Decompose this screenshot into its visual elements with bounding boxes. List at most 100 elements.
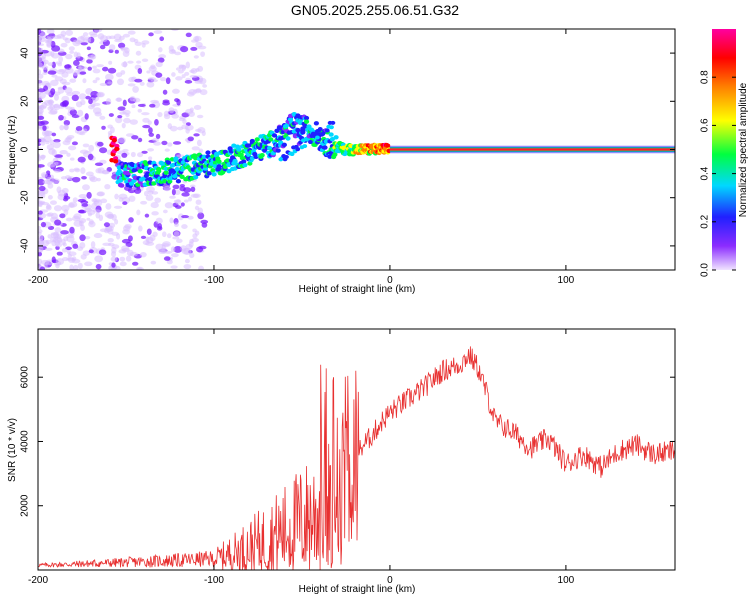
- noise-blob: [98, 249, 107, 256]
- ridge-branch-point: [317, 127, 323, 132]
- noise-blob: [65, 217, 73, 222]
- ridge-point: [278, 140, 284, 145]
- noise-blob: [79, 242, 86, 249]
- noise-blob: [107, 238, 114, 243]
- noise-blob: [77, 156, 86, 163]
- noise-blob: [171, 188, 176, 196]
- noise-blob: [100, 198, 108, 204]
- ridge-point: [241, 159, 247, 164]
- ridge-point: [210, 168, 216, 173]
- noise-blob: [175, 76, 183, 81]
- noise-blob: [38, 210, 43, 215]
- noise-blob: [134, 41, 142, 47]
- noise-blob: [131, 104, 136, 109]
- noise-blob: [189, 184, 196, 188]
- noise-blob: [92, 65, 97, 69]
- ridge-point: [114, 146, 120, 152]
- ridge-branch-point: [289, 152, 295, 157]
- ridge-branch-point: [302, 144, 308, 149]
- noise-blob: [141, 42, 146, 48]
- noise-blob: [118, 137, 126, 144]
- noise-blob: [62, 100, 70, 106]
- noise-blob: [190, 46, 198, 51]
- noise-blob: [193, 55, 199, 59]
- noise-blob: [148, 156, 153, 161]
- spectrogram-y-tick-label: -40: [20, 238, 31, 253]
- noise-blob: [61, 71, 69, 78]
- ridge-point: [173, 156, 179, 161]
- noise-blob: [88, 249, 94, 254]
- noise-blob: [69, 264, 74, 270]
- snr-x-tick-label: -100: [204, 575, 224, 586]
- noise-blob: [148, 132, 155, 137]
- noise-blob: [158, 54, 167, 59]
- noise-blob: [94, 162, 104, 167]
- ridge-point: [259, 152, 265, 158]
- noise-blob: [53, 94, 60, 101]
- noise-blob: [38, 231, 42, 235]
- noise-blob: [46, 203, 51, 210]
- noise-blob: [187, 136, 194, 142]
- noise-blob: [173, 245, 183, 253]
- noise-blob: [151, 211, 159, 216]
- noise-blob: [192, 193, 201, 199]
- noise-blob: [53, 205, 63, 212]
- noise-blob: [40, 259, 50, 265]
- noise-blob: [172, 184, 180, 190]
- noise-blob: [180, 202, 185, 207]
- noise-blob: [66, 152, 71, 157]
- noise-blob: [87, 153, 94, 161]
- snr-x-tick-label: 0: [387, 575, 393, 586]
- noise-blob: [46, 179, 53, 185]
- noise-blob: [137, 103, 146, 107]
- noise-blob: [171, 88, 180, 94]
- ridge-point: [303, 115, 310, 121]
- noise-blob: [61, 81, 71, 86]
- ridge-point: [193, 174, 199, 180]
- noise-blob: [115, 72, 123, 78]
- noise-blob: [55, 258, 65, 266]
- ridge-point: [125, 171, 131, 176]
- noise-blob: [181, 124, 189, 130]
- noise-blob: [169, 195, 176, 199]
- noise-blob: [104, 73, 114, 81]
- noise-blob: [88, 219, 94, 225]
- ridge-point: [163, 170, 169, 175]
- noise-blob: [157, 57, 165, 63]
- noise-blob: [110, 251, 117, 257]
- noise-blob: [196, 246, 204, 253]
- noise-blob: [53, 168, 62, 173]
- spectrogram-y-tick-label: 20: [20, 95, 31, 107]
- noise-blob: [130, 151, 136, 158]
- spectrogram-x-tick-label: 100: [558, 275, 575, 286]
- noise-blob: [170, 246, 176, 253]
- noise-blob: [99, 147, 108, 154]
- noise-blob: [51, 256, 56, 263]
- noise-blob: [65, 175, 71, 180]
- noise-blob: [152, 138, 159, 142]
- noise-blob: [73, 51, 79, 58]
- noise-blob: [125, 241, 133, 248]
- noise-blob: [59, 124, 65, 131]
- noise-blob: [172, 141, 182, 145]
- noise-blob: [51, 52, 60, 59]
- noise-blob: [71, 90, 81, 96]
- noise-blob: [75, 126, 83, 132]
- ridge-point: [254, 137, 260, 142]
- noise-blob: [69, 157, 75, 161]
- ridge-point: [137, 168, 143, 174]
- ridge-point: [271, 133, 278, 138]
- noise-blob: [189, 107, 194, 113]
- noise-blob: [110, 256, 118, 262]
- ridge-point: [232, 158, 238, 164]
- noise-blob: [164, 250, 173, 254]
- noise-blob: [171, 72, 176, 77]
- noise-blob: [169, 217, 174, 224]
- noise-blob: [38, 56, 44, 63]
- noise-blob: [166, 233, 172, 239]
- ridge-point: [327, 154, 333, 159]
- ridge-point: [165, 160, 172, 165]
- noise-blob: [40, 221, 47, 228]
- ridge-point: [333, 135, 339, 140]
- noise-blob: [137, 108, 142, 113]
